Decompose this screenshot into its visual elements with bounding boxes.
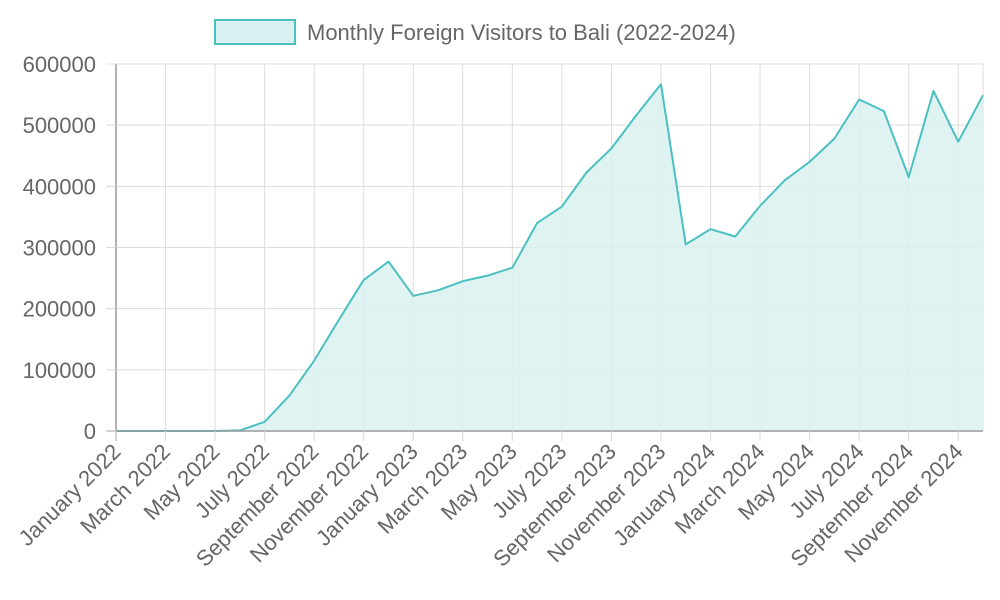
data-point[interactable] <box>262 419 268 425</box>
y-tick-label: 400000 <box>23 174 96 199</box>
data-point[interactable] <box>955 139 961 145</box>
data-point[interactable] <box>881 108 887 114</box>
data-point[interactable] <box>732 233 738 239</box>
data-point[interactable] <box>559 204 565 210</box>
data-point[interactable] <box>385 259 391 265</box>
y-tick-label: 0 <box>84 419 96 444</box>
y-tick-label: 100000 <box>23 358 96 383</box>
data-point[interactable] <box>658 81 664 87</box>
y-tick-label: 200000 <box>23 297 96 322</box>
series-line <box>116 83 984 432</box>
data-point[interactable] <box>980 92 986 98</box>
data-point[interactable] <box>460 278 466 284</box>
data-point[interactable] <box>311 358 317 364</box>
data-point[interactable] <box>286 393 292 399</box>
data-point[interactable] <box>336 317 342 323</box>
data-point[interactable] <box>807 159 813 165</box>
y-tick-label: 500000 <box>23 113 96 138</box>
legend[interactable]: Monthly Foreign Visitors to Bali (2022-2… <box>214 19 736 45</box>
data-point[interactable] <box>608 145 614 151</box>
y-axis-ticks: 0 100000 200000 300000 400000 500000 600000 <box>23 52 116 444</box>
data-point[interactable] <box>930 88 936 94</box>
data-point[interactable] <box>683 241 689 247</box>
data-point[interactable] <box>485 273 491 279</box>
data-point[interactable] <box>782 177 788 183</box>
series-area-fill <box>116 84 983 431</box>
data-point[interactable] <box>633 112 639 118</box>
data-point[interactable] <box>435 287 441 293</box>
y-tick-label: 600000 <box>23 52 96 77</box>
data-point[interactable] <box>757 203 763 209</box>
data-point[interactable] <box>509 265 515 271</box>
data-point[interactable] <box>361 277 367 283</box>
plot-area <box>116 81 986 432</box>
y-tick-label: 300000 <box>23 236 96 261</box>
legend-label: Monthly Foreign Visitors to Bali (2022-2… <box>307 20 736 45</box>
data-point[interactable] <box>410 293 416 299</box>
data-point[interactable] <box>708 226 714 232</box>
data-point[interactable] <box>906 174 912 180</box>
legend-swatch <box>214 19 296 45</box>
data-point[interactable] <box>856 96 862 102</box>
data-point[interactable] <box>534 220 540 226</box>
data-point[interactable] <box>584 169 590 175</box>
data-point[interactable] <box>831 136 837 142</box>
axes <box>106 64 983 441</box>
